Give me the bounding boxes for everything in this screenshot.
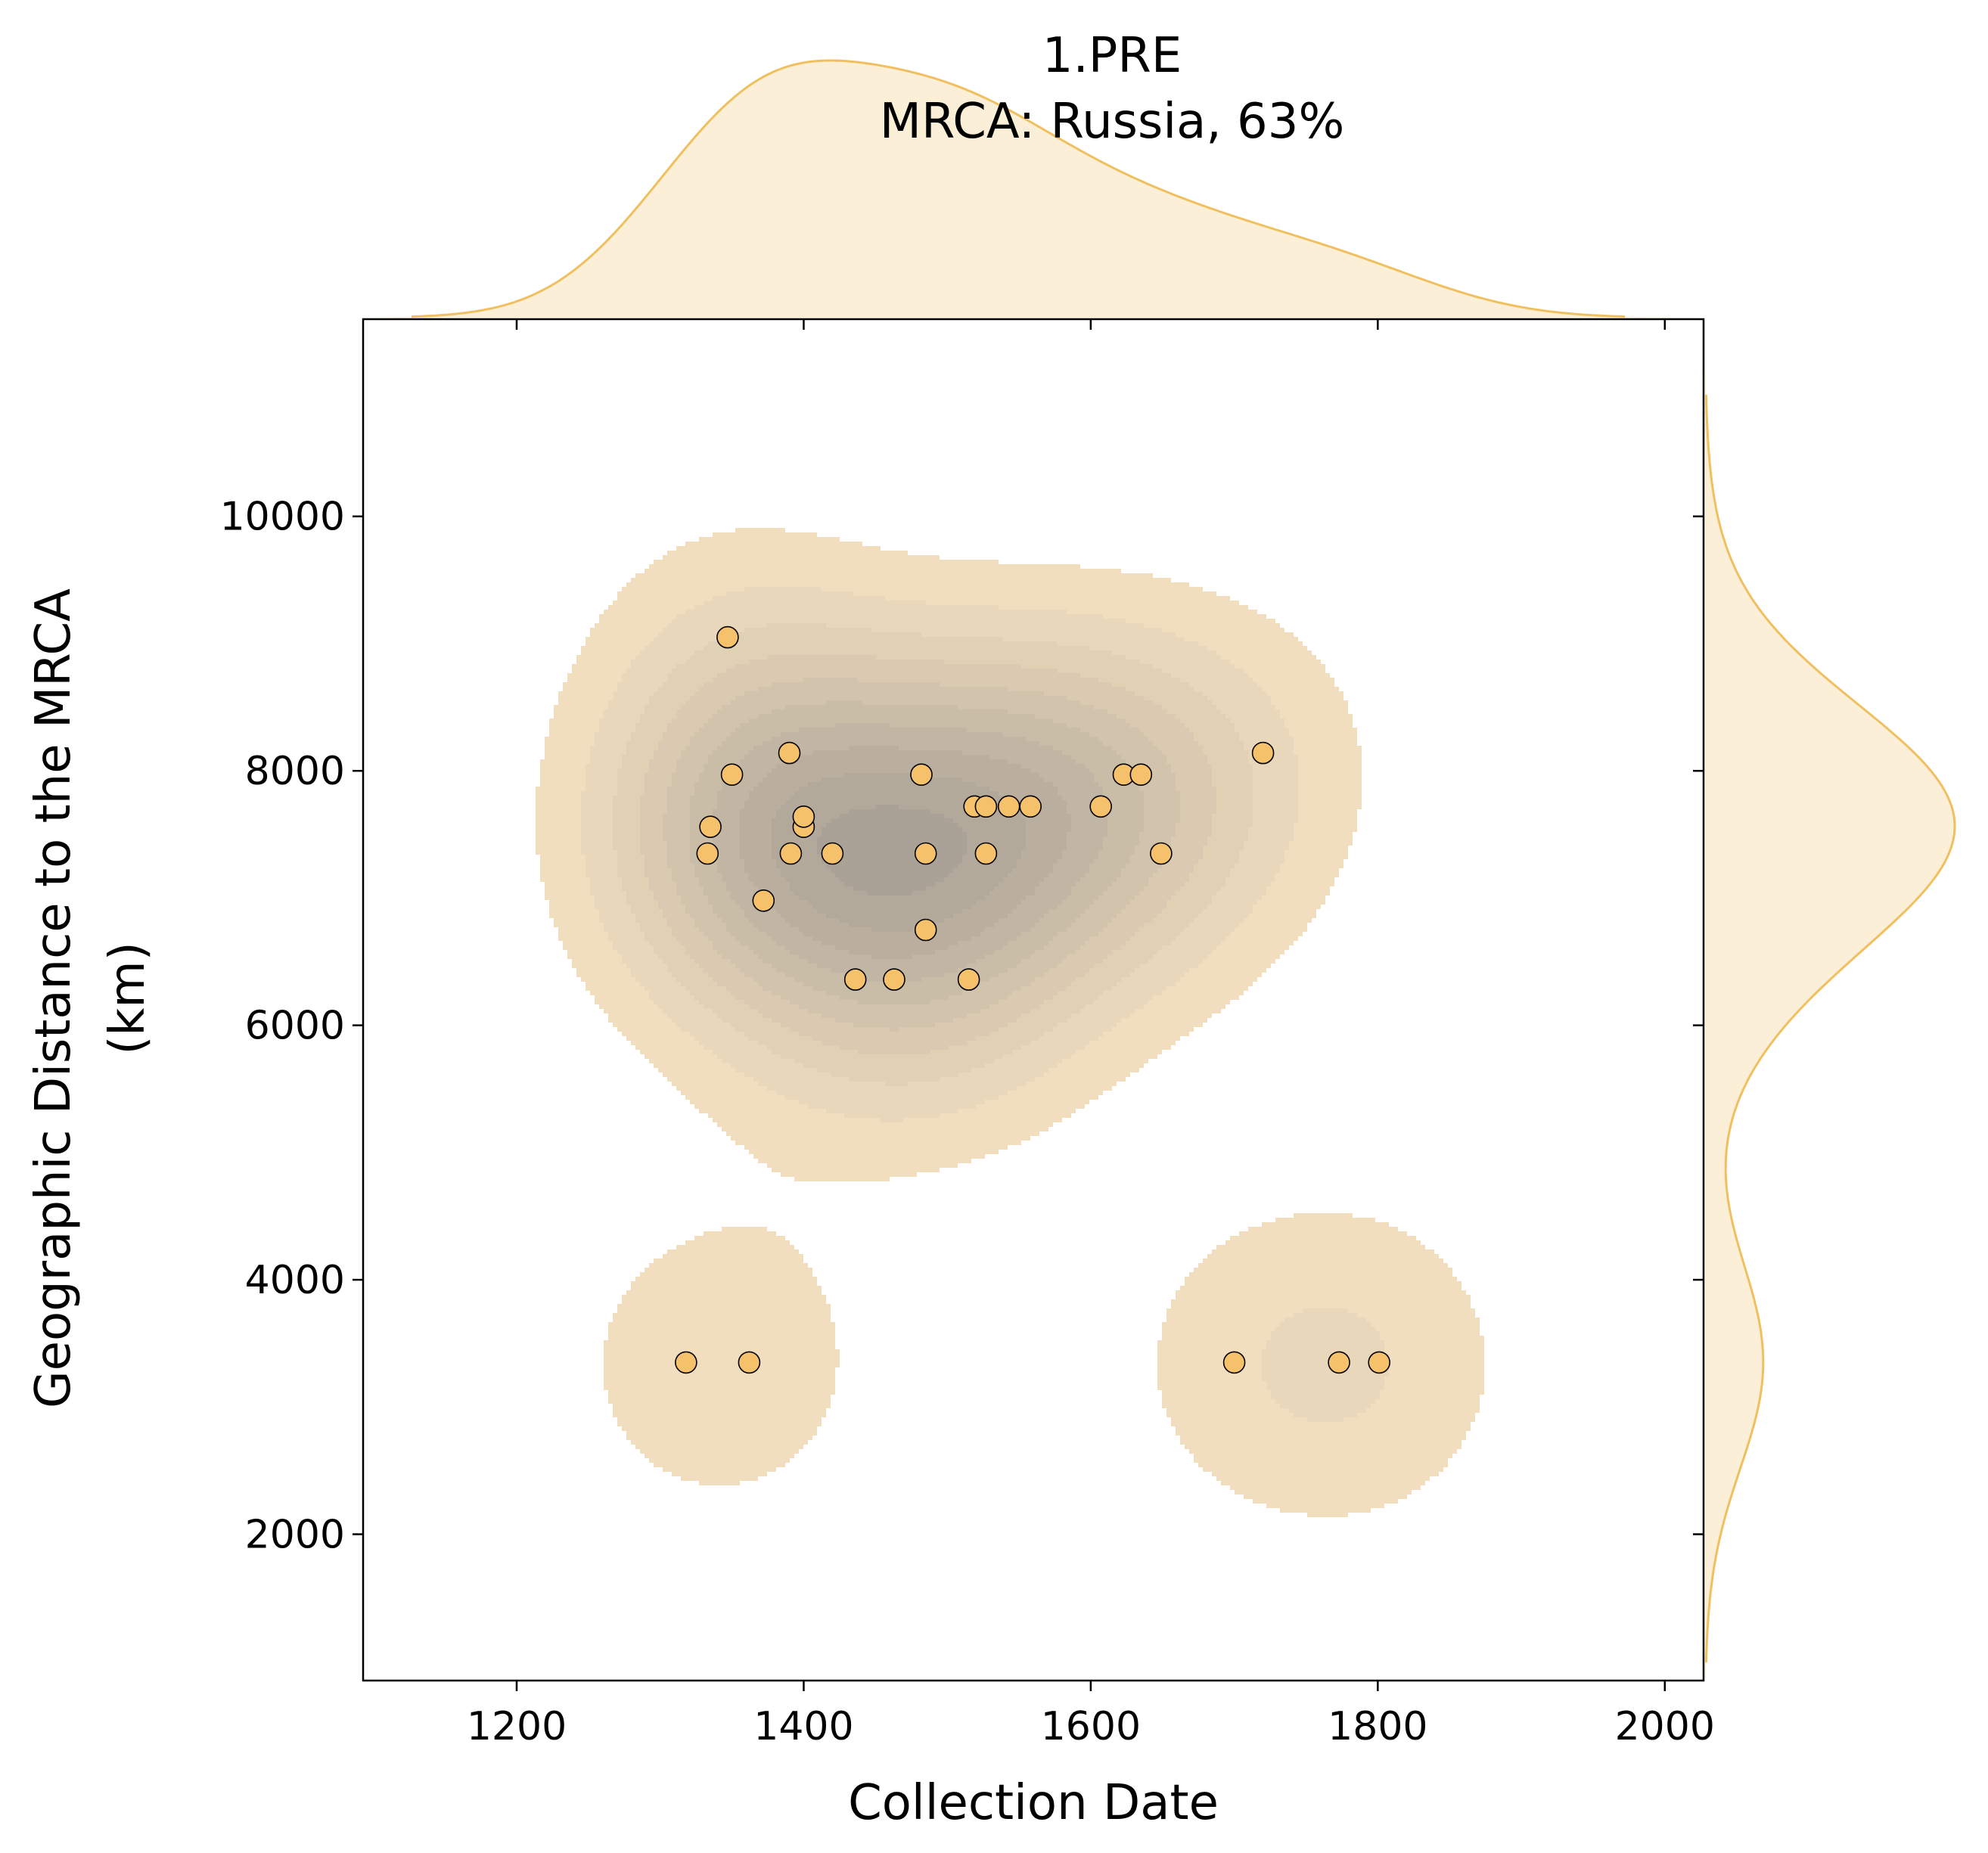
data-point xyxy=(696,842,719,865)
x-tick-label: 2000 xyxy=(1615,1704,1715,1749)
data-point xyxy=(974,795,998,818)
x-axis-ticks: 1200 1400 1600 1800 2000 xyxy=(467,319,1715,1749)
chart-title-line-2: MRCA: Russia, 63% xyxy=(880,94,1345,150)
x-tick-label: 1400 xyxy=(753,1704,853,1749)
data-point xyxy=(974,842,998,865)
y-tick-label: 8000 xyxy=(245,749,345,794)
data-point xyxy=(1129,763,1153,786)
right-marginal-line xyxy=(1704,394,1956,1663)
chart-title-line-1: 1.PRE xyxy=(1042,28,1182,84)
data-point xyxy=(914,842,937,865)
data-point xyxy=(752,889,775,912)
data-point xyxy=(821,842,844,865)
data-point xyxy=(699,815,722,838)
data-point xyxy=(1328,1351,1350,1374)
data-point xyxy=(957,968,980,991)
y-tick-label: 6000 xyxy=(245,1004,345,1049)
data-point xyxy=(778,741,801,765)
y-tick-label: 10000 xyxy=(220,495,345,540)
top-marginal-fill xyxy=(363,61,1704,318)
data-point xyxy=(738,1351,761,1374)
data-point xyxy=(843,968,867,991)
data-point xyxy=(914,918,937,942)
x-axis-title: Collection Date xyxy=(848,1775,1219,1831)
kde-level-10 xyxy=(817,805,967,895)
y-axis-title-line-1: Geographic Distance to the MRCA xyxy=(26,588,82,1408)
data-point xyxy=(1368,1351,1390,1374)
data-point xyxy=(1222,1351,1246,1374)
data-point xyxy=(716,625,739,649)
data-point xyxy=(1089,795,1112,818)
right-marginal-fill xyxy=(1705,319,1955,1681)
x-tick-label: 1600 xyxy=(1041,1704,1141,1749)
data-point xyxy=(792,805,815,828)
top-marginal-line xyxy=(411,59,1626,318)
right-marginal-kde xyxy=(1704,319,1956,1681)
data-point xyxy=(883,968,905,991)
y-axis-ticks: 2000 4000 6000 8000 10000 xyxy=(220,495,1704,1558)
data-point xyxy=(675,1351,697,1374)
data-point xyxy=(779,842,803,865)
data-point xyxy=(720,763,744,786)
y-tick-label: 2000 xyxy=(245,1513,345,1558)
scatter-points xyxy=(675,625,1390,1374)
data-point xyxy=(1150,842,1173,865)
joint-kde-contours xyxy=(536,528,1484,1517)
top-marginal-kde xyxy=(363,59,1704,318)
plot-frame xyxy=(362,318,1705,1682)
y-axis-title-line-2: (km) xyxy=(100,942,156,1054)
data-point xyxy=(1019,795,1042,818)
data-point xyxy=(910,763,933,786)
data-point xyxy=(1251,741,1275,765)
x-tick-label: 1200 xyxy=(467,1704,567,1749)
x-tick-label: 1800 xyxy=(1328,1704,1427,1749)
y-tick-label: 4000 xyxy=(245,1258,345,1303)
data-point xyxy=(997,795,1020,818)
